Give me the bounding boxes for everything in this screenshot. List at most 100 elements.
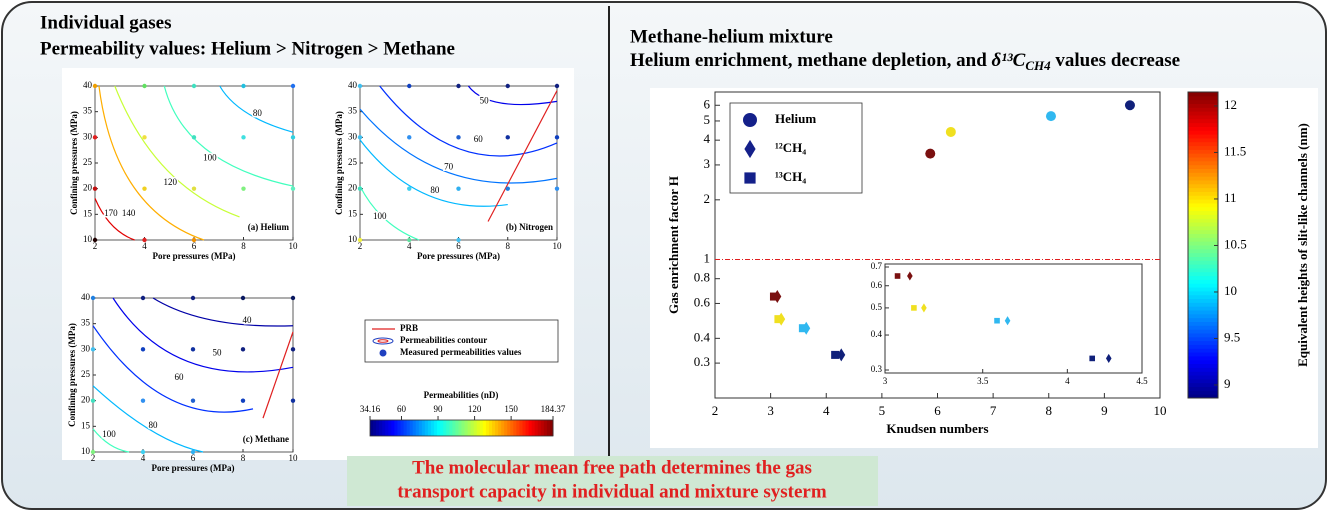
x-tick-label: 2 [93, 241, 98, 251]
measured-point [357, 237, 363, 243]
colorbar-cell [467, 420, 472, 436]
measured-point [190, 398, 196, 403]
colorbar-cell [452, 420, 456, 436]
colorbar-cell [1188, 107, 1218, 112]
colorbar-cell [488, 420, 493, 436]
colorbar-cell [516, 420, 520, 436]
x-tick-label: 3 [767, 403, 774, 418]
subtitle-subscript: CH4 [1025, 58, 1051, 73]
contour-label: 50 [480, 95, 490, 105]
marker [925, 148, 936, 159]
inset-frame [884, 263, 1143, 374]
colorbar-cell [1188, 122, 1218, 127]
measured-point [140, 449, 146, 455]
inset-y-tick-label: 0.3 [871, 364, 883, 374]
left-subtitle: Permeability values: Helium > Nitrogen >… [40, 38, 455, 59]
colorbar-cell [531, 420, 536, 436]
colorbar-cell [1188, 252, 1218, 257]
colorbar-cell [1188, 344, 1218, 349]
colorbar-cell [1188, 378, 1218, 384]
colorbar-cell [1188, 321, 1218, 326]
marker [994, 317, 1000, 324]
measured-point [456, 135, 461, 140]
y-tick-label: 10 [81, 446, 91, 456]
colorbar-cell [1188, 283, 1218, 288]
colorbar-cell [1188, 241, 1218, 246]
measured-point [191, 83, 197, 89]
colorbar-cell [443, 420, 447, 436]
measured-point [554, 186, 560, 191]
colorbar-cell [504, 420, 508, 436]
colorbar-cell [391, 420, 395, 436]
measured-point [92, 237, 98, 243]
measured-point [142, 186, 147, 191]
marker [1045, 111, 1056, 122]
colorbar-cell [1188, 153, 1218, 158]
y-tick-label: 1 [704, 250, 711, 265]
right-title: Methane-helium mixture [630, 26, 833, 47]
panel-label: (b) Nitrogen [506, 222, 553, 232]
banner-text: transport capacity in individual and mix… [397, 481, 826, 502]
legend-label: Helium [775, 111, 816, 126]
colorbar-cell [1188, 382, 1218, 388]
colorbar-tick-label: 9 [1224, 376, 1231, 391]
y-axis-label: Gas enrichment factor H [666, 176, 681, 314]
x-axis-label: Pore pressures (MPa) [417, 251, 500, 261]
colorbar-frame [369, 419, 554, 437]
x-tick-label: 8 [241, 241, 246, 251]
colorbar-cell [1188, 271, 1218, 277]
colorbar-cell [1188, 168, 1218, 173]
colorbar-cell [473, 420, 478, 436]
x-axis-label: Knudsen numbers [886, 421, 988, 436]
contour-line [98, 85, 205, 241]
colorbar-cell [549, 420, 554, 436]
prb-line [487, 90, 558, 222]
marker [743, 113, 757, 127]
measured-point [407, 186, 412, 191]
colorbar-tick-label: 34.16 [360, 404, 381, 414]
inset-y-tick-label: 0.4 [871, 329, 883, 339]
colorbar-cell [1188, 352, 1218, 357]
colorbar-cell [415, 420, 420, 436]
colorbar-cell [1188, 367, 1218, 372]
x-tick-label: 8 [1046, 403, 1053, 418]
colorbar-cell [379, 420, 383, 436]
colorbar-cell [537, 420, 542, 436]
colorbar-cell [1188, 359, 1218, 365]
contour-label: 140 [122, 208, 136, 218]
measured-point [92, 186, 98, 191]
x-tick-label: 8 [506, 241, 511, 251]
colorbar-cell [1188, 336, 1218, 342]
inset-x-tick-label: 4.5 [1136, 376, 1148, 386]
legend-label: ¹²CH₄ [775, 140, 806, 155]
prb-line [262, 331, 294, 419]
marker [945, 126, 956, 137]
colorbar-tick-label: 184.37 [541, 404, 566, 414]
colorbar-cell [1188, 302, 1218, 307]
colorbar-cell [1188, 103, 1218, 108]
colorbar-cell [400, 420, 405, 436]
colorbar-cell [507, 420, 511, 436]
colorbar-cell [1188, 237, 1218, 242]
legend-label: PRB [400, 323, 418, 333]
colorbar-cell [1188, 95, 1218, 101]
measured-point [241, 135, 246, 140]
x-tick-label: 9 [1101, 403, 1108, 418]
colorbar-cell [525, 420, 530, 436]
measured-point [190, 295, 196, 301]
measured-point [241, 83, 246, 89]
colorbar-cell [1188, 225, 1218, 231]
y-tick-label: 15 [81, 420, 91, 430]
y-tick-label: 35 [81, 318, 91, 328]
colorbar-cell [376, 420, 380, 436]
colorbar-cell [1188, 332, 1218, 338]
colorbar-cell [1188, 363, 1218, 368]
colorbar-cell [543, 420, 548, 436]
colorbar-cell [1188, 294, 1218, 300]
y-tick-label: 0.8 [694, 270, 710, 285]
measured-point [191, 186, 197, 191]
colorbar-cell [1188, 218, 1218, 223]
y-tick-label: 35 [348, 106, 358, 116]
colorbar-cell [412, 420, 417, 436]
